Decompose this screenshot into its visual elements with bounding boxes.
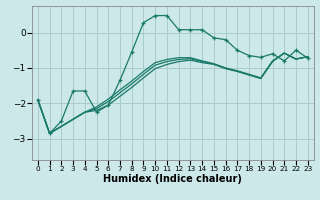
X-axis label: Humidex (Indice chaleur): Humidex (Indice chaleur) — [103, 174, 242, 184]
